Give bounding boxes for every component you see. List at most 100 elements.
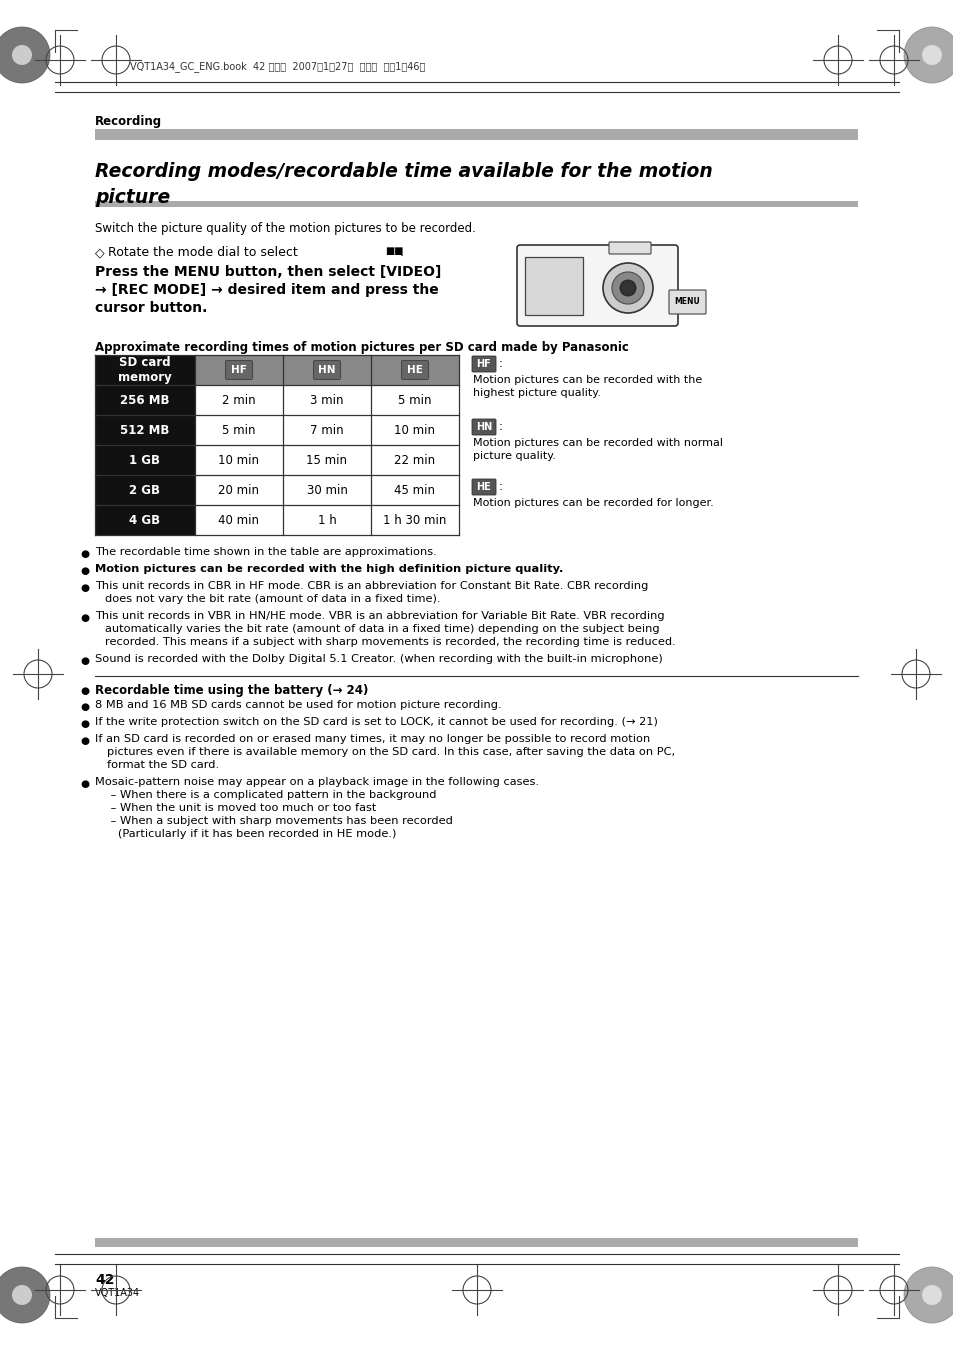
Text: – When a subject with sharp movements has been recorded: – When a subject with sharp movements ha…: [107, 816, 453, 826]
FancyBboxPatch shape: [472, 356, 496, 372]
Text: 1 h 30 min: 1 h 30 min: [383, 514, 446, 527]
Text: ●: ●: [80, 549, 89, 559]
FancyBboxPatch shape: [314, 360, 340, 380]
Text: cursor button.: cursor button.: [95, 301, 207, 315]
Text: Sound is recorded with the Dolby Digital 5.1 Creator. (when recording with the b: Sound is recorded with the Dolby Digital…: [95, 654, 662, 665]
Bar: [95, 474, 194, 506]
Text: MENU: MENU: [674, 298, 700, 306]
Text: format the SD card.: format the SD card.: [107, 760, 219, 770]
Text: 10 min: 10 min: [395, 423, 435, 437]
Text: 8 MB and 16 MB SD cards cannot be used for motion picture recording.: 8 MB and 16 MB SD cards cannot be used f…: [95, 700, 501, 710]
Bar: [283, 355, 371, 386]
Circle shape: [921, 44, 941, 65]
Bar: [194, 355, 283, 386]
Text: 5 min: 5 min: [222, 423, 255, 437]
Text: HE: HE: [476, 483, 491, 492]
Text: 30 min: 30 min: [306, 484, 347, 496]
Text: 45 min: 45 min: [395, 484, 435, 496]
Text: does not vary the bit rate (amount of data in a fixed time).: does not vary the bit rate (amount of da…: [105, 594, 440, 604]
Text: picture: picture: [95, 187, 170, 208]
Bar: [95, 506, 194, 535]
Text: Recording: Recording: [95, 115, 162, 128]
Text: 22 min: 22 min: [394, 453, 436, 466]
Text: – When the unit is moved too much or too fast: – When the unit is moved too much or too…: [107, 803, 376, 813]
Text: recorded. This means if a subject with sharp movements is recorded, the recordin: recorded. This means if a subject with s…: [105, 638, 675, 647]
Text: ●: ●: [80, 613, 89, 623]
Text: :: :: [498, 480, 502, 493]
Text: If an SD card is recorded on or erased many times, it may no longer be possible : If an SD card is recorded on or erased m…: [95, 735, 650, 744]
Text: HF: HF: [231, 365, 247, 375]
FancyBboxPatch shape: [608, 243, 650, 253]
Bar: [95, 415, 194, 445]
Text: 5 min: 5 min: [397, 394, 432, 407]
Bar: [95, 445, 194, 474]
Text: If the write protection switch on the SD card is set to LOCK, it cannot be used : If the write protection switch on the SD…: [95, 717, 658, 727]
Text: VQT1A34: VQT1A34: [95, 1287, 140, 1298]
FancyBboxPatch shape: [225, 360, 253, 380]
Text: 2 min: 2 min: [222, 394, 255, 407]
Circle shape: [619, 280, 636, 297]
Text: Switch the picture quality of the motion pictures to be recorded.: Switch the picture quality of the motion…: [95, 222, 476, 235]
Circle shape: [903, 1267, 953, 1322]
FancyBboxPatch shape: [472, 479, 496, 495]
Text: Rotate the mode dial to select: Rotate the mode dial to select: [108, 245, 297, 259]
Text: SD card
memory: SD card memory: [118, 356, 172, 384]
Bar: [95, 386, 194, 415]
Text: 1 GB: 1 GB: [130, 453, 160, 466]
Bar: [95, 1237, 857, 1247]
Text: Recording modes/recordable time available for the motion: Recording modes/recordable time availabl…: [95, 162, 712, 181]
Text: :: :: [498, 421, 502, 433]
Text: ■■: ■■: [385, 245, 403, 256]
Text: ●: ●: [80, 686, 89, 696]
FancyBboxPatch shape: [401, 360, 428, 380]
Text: 42: 42: [95, 1273, 114, 1287]
Text: Mosaic-pattern noise may appear on a playback image in the following cases.: Mosaic-pattern noise may appear on a pla…: [95, 776, 538, 787]
Text: Motion pictures can be recorded with normal: Motion pictures can be recorded with nor…: [473, 438, 722, 448]
Text: Approximate recording times of motion pictures per SD card made by Panasonic: Approximate recording times of motion pi…: [95, 341, 628, 355]
Circle shape: [921, 1285, 941, 1305]
Bar: [524, 257, 582, 315]
Text: Press the MENU button, then select [VIDEO]: Press the MENU button, then select [VIDE…: [95, 266, 441, 279]
Text: 256 MB: 256 MB: [120, 394, 170, 407]
FancyBboxPatch shape: [668, 290, 705, 314]
Circle shape: [0, 27, 50, 84]
Text: 4 GB: 4 GB: [130, 514, 160, 527]
Circle shape: [12, 44, 32, 65]
Text: → [REC MODE] → desired item and press the: → [REC MODE] → desired item and press th…: [95, 283, 438, 297]
Text: automatically varies the bit rate (amount of data in a fixed time) depending on : automatically varies the bit rate (amoun…: [105, 624, 659, 634]
Text: pictures even if there is available memory on the SD card. In this case, after s: pictures even if there is available memo…: [107, 747, 675, 758]
Text: :: :: [498, 357, 502, 369]
Text: Motion pictures can be recorded with the high definition picture quality.: Motion pictures can be recorded with the…: [95, 563, 563, 574]
Text: ●: ●: [80, 566, 89, 576]
Circle shape: [612, 272, 643, 305]
Bar: [95, 201, 857, 208]
Text: This unit records in VBR in HN/HE mode. VBR is an abbreviation for Variable Bit : This unit records in VBR in HN/HE mode. …: [95, 611, 664, 621]
FancyBboxPatch shape: [517, 245, 678, 326]
Bar: [95, 355, 194, 386]
Text: 10 min: 10 min: [218, 453, 259, 466]
Circle shape: [602, 263, 652, 313]
Text: ◇: ◇: [95, 245, 105, 259]
Text: 1 h: 1 h: [317, 514, 336, 527]
Text: picture quality.: picture quality.: [473, 452, 556, 461]
Text: highest picture quality.: highest picture quality.: [473, 388, 600, 398]
Text: VQT1A34_GC_ENG.book  42 ページ  2007年1月27日  土曜日  午後1時46分: VQT1A34_GC_ENG.book 42 ページ 2007年1月27日 土曜…: [130, 62, 425, 73]
Text: HN: HN: [476, 422, 492, 431]
Bar: [371, 355, 458, 386]
Text: ●: ●: [80, 779, 89, 789]
Circle shape: [12, 1285, 32, 1305]
Text: ●: ●: [80, 656, 89, 666]
Text: 15 min: 15 min: [306, 453, 347, 466]
Text: This unit records in CBR in HF mode. CBR is an abbreviation for Constant Bit Rat: This unit records in CBR in HF mode. CBR…: [95, 581, 648, 590]
Bar: [95, 129, 857, 140]
Circle shape: [903, 27, 953, 84]
Text: HF: HF: [476, 359, 491, 369]
Text: The recordable time shown in the table are approximations.: The recordable time shown in the table a…: [95, 547, 436, 557]
Text: – When there is a complicated pattern in the background: – When there is a complicated pattern in…: [107, 790, 436, 799]
Text: HN: HN: [318, 365, 335, 375]
Text: 512 MB: 512 MB: [120, 423, 170, 437]
Text: 2 GB: 2 GB: [130, 484, 160, 496]
Text: ●: ●: [80, 736, 89, 745]
Text: HE: HE: [407, 365, 422, 375]
Text: 7 min: 7 min: [310, 423, 343, 437]
